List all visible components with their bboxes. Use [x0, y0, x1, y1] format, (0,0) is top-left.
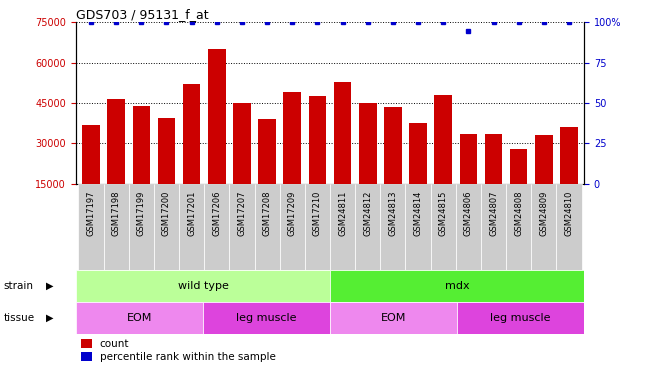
- Text: EOM: EOM: [127, 313, 152, 323]
- Bar: [76, 302, 203, 334]
- Bar: [330, 302, 457, 334]
- Text: mdx: mdx: [445, 281, 469, 291]
- Text: ▶: ▶: [46, 313, 53, 323]
- Text: GSM17206: GSM17206: [213, 190, 221, 236]
- Bar: [330, 270, 584, 302]
- Text: GSM17210: GSM17210: [313, 190, 322, 236]
- Text: GSM24810: GSM24810: [564, 190, 574, 236]
- Bar: [258, 119, 276, 224]
- Bar: [456, 184, 481, 270]
- Bar: [203, 302, 330, 334]
- Bar: [108, 99, 125, 224]
- Bar: [535, 135, 552, 224]
- Text: GSM17208: GSM17208: [263, 190, 272, 236]
- Text: GSM24814: GSM24814: [414, 190, 422, 236]
- Bar: [183, 84, 201, 224]
- Text: GSM17200: GSM17200: [162, 190, 171, 236]
- Text: GSM17197: GSM17197: [86, 190, 96, 236]
- Bar: [204, 184, 230, 270]
- Bar: [158, 118, 176, 224]
- Text: GSM24815: GSM24815: [439, 190, 447, 236]
- Bar: [280, 184, 305, 270]
- Bar: [484, 134, 502, 224]
- Legend: count, percentile rank within the sample: count, percentile rank within the sample: [81, 339, 276, 362]
- Bar: [233, 103, 251, 224]
- Bar: [283, 92, 301, 224]
- Text: GSM24812: GSM24812: [363, 190, 372, 236]
- Bar: [556, 184, 581, 270]
- Text: strain: strain: [3, 281, 33, 291]
- Text: tissue: tissue: [3, 313, 34, 323]
- Text: GSM24809: GSM24809: [539, 190, 548, 236]
- Bar: [506, 184, 531, 270]
- Bar: [334, 82, 351, 224]
- Bar: [104, 184, 129, 270]
- Bar: [359, 103, 377, 224]
- Bar: [481, 184, 506, 270]
- Bar: [380, 184, 405, 270]
- Bar: [409, 123, 427, 224]
- Bar: [434, 95, 452, 224]
- Text: GSM24806: GSM24806: [464, 190, 473, 236]
- Bar: [76, 270, 330, 302]
- Bar: [384, 107, 402, 224]
- Text: GSM24811: GSM24811: [338, 190, 347, 236]
- Text: ▶: ▶: [46, 281, 53, 291]
- Text: leg muscle: leg muscle: [490, 313, 551, 323]
- Bar: [430, 184, 456, 270]
- Bar: [208, 50, 226, 224]
- Text: GSM24808: GSM24808: [514, 190, 523, 236]
- Bar: [459, 134, 477, 224]
- Text: GSM24813: GSM24813: [388, 190, 397, 236]
- Bar: [355, 184, 380, 270]
- Bar: [255, 184, 280, 270]
- Text: leg muscle: leg muscle: [236, 313, 297, 323]
- Text: wild type: wild type: [178, 281, 228, 291]
- Bar: [510, 149, 527, 224]
- Bar: [309, 96, 326, 224]
- Bar: [560, 127, 578, 224]
- Bar: [79, 184, 104, 270]
- Text: GSM17209: GSM17209: [288, 190, 297, 236]
- Text: GDS703 / 95131_f_at: GDS703 / 95131_f_at: [76, 8, 209, 21]
- Bar: [230, 184, 255, 270]
- Bar: [133, 106, 150, 224]
- Bar: [330, 184, 355, 270]
- Text: GSM17201: GSM17201: [187, 190, 196, 236]
- Text: GSM17199: GSM17199: [137, 190, 146, 236]
- Bar: [457, 302, 584, 334]
- Text: EOM: EOM: [381, 313, 406, 323]
- Bar: [179, 184, 204, 270]
- Bar: [305, 184, 330, 270]
- Bar: [129, 184, 154, 270]
- Bar: [531, 184, 556, 270]
- Text: GSM17198: GSM17198: [112, 190, 121, 236]
- Text: GSM17207: GSM17207: [238, 190, 246, 236]
- Bar: [405, 184, 430, 270]
- Bar: [82, 124, 100, 224]
- Bar: [154, 184, 179, 270]
- Text: GSM24807: GSM24807: [489, 190, 498, 236]
